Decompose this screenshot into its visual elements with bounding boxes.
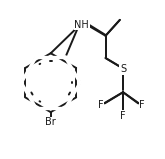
Text: NH: NH — [74, 20, 89, 30]
Text: S: S — [120, 64, 126, 74]
Text: F: F — [98, 100, 104, 110]
Text: S: S — [120, 64, 126, 74]
Text: F: F — [139, 100, 145, 110]
Text: F: F — [139, 100, 145, 110]
Text: NH: NH — [74, 20, 89, 30]
Text: F: F — [120, 111, 126, 121]
Text: F: F — [98, 100, 104, 110]
Text: F: F — [120, 111, 126, 121]
Text: Br: Br — [45, 118, 56, 127]
